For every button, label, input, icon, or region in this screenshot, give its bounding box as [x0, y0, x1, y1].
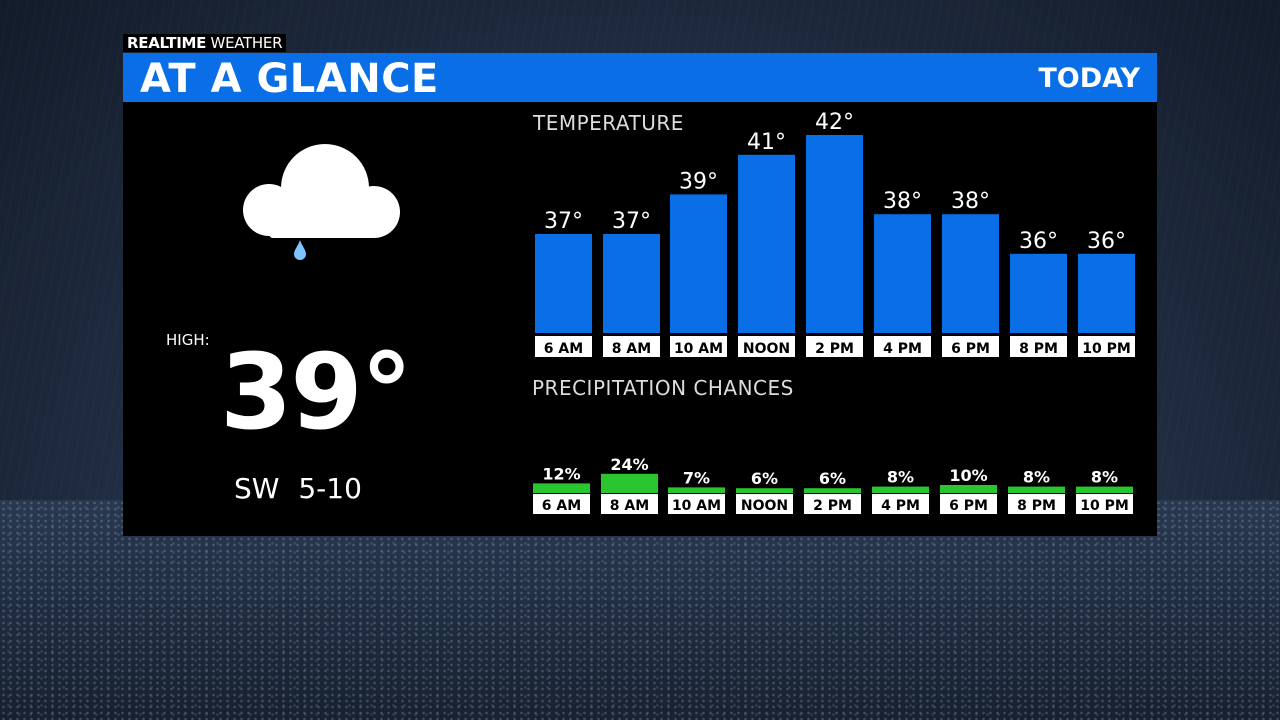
- page-title: AT A GLANCE: [140, 56, 439, 102]
- temperature-value-label: 37°: [612, 209, 651, 234]
- precip-bar: [1008, 486, 1065, 493]
- precip-value-label: 8%: [887, 468, 914, 487]
- temperature-value-label: 37°: [544, 209, 583, 234]
- precip-bar: [1076, 486, 1133, 493]
- temperature-time-box: [738, 336, 795, 357]
- temperature-bar: [806, 135, 863, 333]
- precip-bar: [804, 488, 861, 493]
- wind-forecast: SW 5-10: [234, 472, 362, 505]
- precip-bar: [872, 486, 929, 493]
- temperature-time-label: 6 PM: [951, 341, 990, 357]
- precip-value-label: 7%: [683, 468, 710, 487]
- precip-time-label: 4 PM: [881, 498, 920, 514]
- precip-time-label: 10 PM: [1080, 498, 1129, 514]
- precip-value-label: 6%: [819, 469, 846, 488]
- precip-bar: [601, 473, 658, 493]
- high-temperature: 39°: [220, 331, 413, 453]
- precip-time-label: NOON: [741, 498, 788, 514]
- precip-bar: [533, 483, 590, 493]
- temperature-time-box: [670, 336, 727, 357]
- high-label: HIGH:: [166, 331, 210, 349]
- temperature-time-box: [874, 336, 931, 357]
- precip-time-label: 6 PM: [949, 498, 988, 514]
- temperature-value-label: 38°: [951, 189, 990, 214]
- precip-value-label: 10%: [949, 466, 987, 485]
- temperature-time-box: [942, 336, 999, 357]
- temperature-bar: [535, 234, 592, 333]
- temperature-time-box: [1010, 336, 1067, 357]
- temperature-bar: [1078, 253, 1135, 333]
- temperature-bar: [603, 234, 660, 333]
- temperature-value-label: 39°: [679, 169, 718, 194]
- temperature-bar: [942, 214, 999, 333]
- precip-value-label: 24%: [610, 455, 648, 474]
- precip-value-label: 8%: [1023, 468, 1050, 487]
- precip-time-box: [804, 494, 861, 514]
- brand-logo: REALTIME WEATHER: [123, 34, 287, 52]
- temperature-bar: [1010, 253, 1067, 333]
- temperature-bar: [670, 194, 727, 333]
- precip-time-label: 6 AM: [542, 498, 581, 514]
- temperature-time-label: 6 AM: [544, 341, 583, 357]
- temperature-value-label: 41°: [747, 130, 786, 155]
- precip-time-label: 8 PM: [1017, 498, 1056, 514]
- temperature-chart-title: TEMPERATURE: [533, 111, 684, 135]
- precip-time-box: [601, 494, 658, 514]
- temperature-time-label: 8 AM: [612, 341, 651, 357]
- precip-chart-title: PRECIPITATION CHANCES: [532, 376, 794, 400]
- precip-value-label: 6%: [751, 469, 778, 488]
- precip-bar: [940, 485, 997, 493]
- precip-time-box: [940, 494, 997, 514]
- temperature-time-label: NOON: [743, 341, 790, 357]
- temperature-time-label: 8 PM: [1019, 341, 1058, 357]
- rain-background: [0, 500, 1280, 720]
- temperature-time-label: 10 AM: [674, 341, 723, 357]
- rain-cloud-icon: [243, 144, 400, 260]
- temperature-value-label: 42°: [815, 110, 854, 135]
- temperature-time-label: 2 PM: [815, 341, 854, 357]
- temperature-time-box: [1078, 336, 1135, 357]
- header-bar: AT A GLANCE TODAY: [123, 53, 1157, 102]
- precip-value-label: 8%: [1091, 468, 1118, 487]
- temperature-value-label: 36°: [1019, 229, 1058, 254]
- temperature-value-label: 36°: [1087, 229, 1126, 254]
- precip-time-box: [872, 494, 929, 514]
- precip-time-label: 2 PM: [813, 498, 852, 514]
- temperature-time-box: [806, 336, 863, 357]
- temperature-time-box: [535, 336, 592, 357]
- precip-time-box: [533, 494, 590, 514]
- precip-bar: [736, 488, 793, 493]
- temperature-time-label: 4 PM: [883, 341, 922, 357]
- precip-value-label: 12%: [542, 464, 580, 483]
- precip-time-box: [1008, 494, 1065, 514]
- temperature-time-box: [603, 336, 660, 357]
- precip-time-label: 8 AM: [610, 498, 649, 514]
- temperature-bar: [874, 214, 931, 333]
- precip-time-label: 10 AM: [672, 498, 721, 514]
- precip-time-box: [1076, 494, 1133, 514]
- temperature-time-label: 10 PM: [1082, 341, 1131, 357]
- precip-time-box: [668, 494, 725, 514]
- precip-bar: [668, 487, 725, 493]
- precip-time-box: [736, 494, 793, 514]
- temperature-bar: [738, 154, 795, 333]
- period-label: TODAY: [1038, 63, 1140, 94]
- temperature-value-label: 38°: [883, 189, 922, 214]
